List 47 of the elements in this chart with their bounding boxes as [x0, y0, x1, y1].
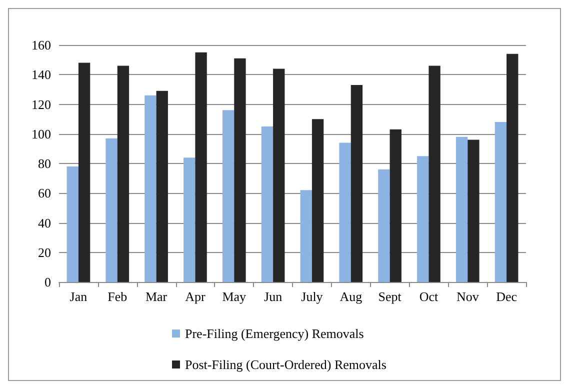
bar: [350, 84, 363, 282]
bar: [417, 156, 429, 282]
bar: [378, 169, 390, 282]
bar: [428, 66, 440, 282]
x-tick-label: Apr: [185, 289, 206, 304]
bar: [261, 126, 274, 282]
y-tick-label: 120: [32, 96, 51, 112]
bar: [222, 110, 234, 282]
x-tick-label: Aug: [340, 289, 363, 304]
bar: [456, 136, 468, 282]
y-tick-label: 0: [44, 274, 51, 290]
y-tick-label: 100: [32, 126, 51, 142]
bar: [106, 138, 118, 282]
x-tick-label: Jan: [70, 289, 88, 304]
x-tick-label: Sept: [378, 289, 402, 304]
y-tick-label: 160: [32, 38, 51, 52]
y-tick-label: 60: [38, 186, 51, 201]
x-tick-label: Dec: [496, 289, 518, 304]
bar: [339, 142, 351, 282]
x-tick-label: Oct: [419, 289, 438, 304]
x-tick-label: July: [301, 289, 324, 304]
bar: [390, 129, 402, 282]
y-tick-label: 80: [38, 156, 51, 171]
x-tick-label: Jun: [264, 289, 283, 304]
bar: [66, 166, 78, 282]
legend-label: Post-Filing (Court-Ordered) Removals: [185, 357, 386, 372]
y-tick-label: 140: [32, 67, 51, 82]
bar: [234, 58, 246, 282]
y-tick-label: 20: [38, 244, 51, 260]
bar: [312, 119, 324, 282]
x-tick-label: May: [222, 289, 247, 304]
bar: [300, 190, 312, 282]
legend-label: Pre-Filing (Emergency) Removals: [185, 326, 364, 341]
bar: [273, 68, 285, 282]
bar: [78, 62, 90, 282]
x-tick-label: Mar: [145, 289, 168, 304]
bar: [156, 90, 168, 282]
bar: [468, 140, 480, 282]
bar: [184, 158, 196, 282]
bar: [494, 122, 507, 282]
bar: [506, 54, 518, 282]
y-tick-label: 40: [38, 215, 51, 230]
x-tick-label: Feb: [108, 289, 128, 304]
bar: [117, 66, 130, 282]
x-tick-label: Nov: [456, 289, 480, 304]
bar: [144, 95, 156, 282]
bar: [195, 52, 207, 282]
